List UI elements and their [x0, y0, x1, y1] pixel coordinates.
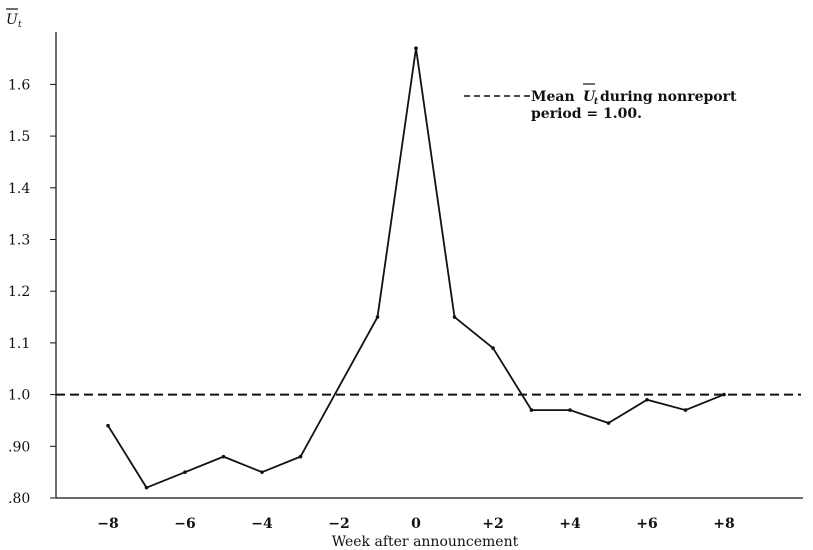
data-point — [452, 315, 457, 319]
x-tick-label: −4 — [251, 516, 273, 532]
x-tick-label: 0 — [411, 516, 421, 532]
y-tick-label: 1.5 — [8, 129, 30, 145]
data-point — [414, 46, 418, 51]
legend-line-1: Mean — [531, 89, 575, 105]
y-tick-label: 1.6 — [8, 77, 30, 93]
y-tick-label: 1.0 — [8, 388, 30, 404]
legend-symbol: U — [583, 89, 596, 105]
data-point — [722, 392, 726, 397]
data-point — [568, 408, 572, 412]
data-point — [221, 454, 226, 459]
data-point — [529, 408, 534, 412]
data-point — [106, 423, 110, 428]
series-line — [107, 48, 725, 489]
data-point — [491, 346, 495, 350]
legend-line-2: period = 1.00. — [531, 106, 642, 122]
data-point — [645, 397, 649, 402]
y-tick-label: .90 — [8, 439, 30, 455]
x-tick-label: +6 — [636, 516, 657, 532]
data-point — [683, 408, 688, 412]
legend-line-1-suffix: during nonreport — [600, 89, 737, 105]
y-tick-label: 1.2 — [8, 284, 30, 300]
y-tick-label: .80 — [8, 491, 30, 507]
x-tick-label: +2 — [482, 516, 503, 532]
legend: Mean U t during nonreport period = 1.00. — [464, 83, 737, 122]
x-axis-ticks: −8 −6 −4 −2 0 +2 +4 +6 +8 — [97, 516, 734, 532]
y-tick-label: 1.3 — [8, 233, 30, 249]
y-tick-label: 1.4 — [8, 181, 30, 197]
data-point — [606, 421, 611, 425]
data-point — [298, 454, 303, 459]
x-tick-label: −2 — [328, 516, 349, 532]
x-axis-title: Week after announcement — [332, 534, 519, 550]
y-axis-title-symbol: U — [6, 12, 19, 28]
x-tick-label: −6 — [174, 516, 195, 532]
data-point — [144, 485, 149, 490]
data-point — [375, 315, 380, 319]
data-point — [260, 470, 264, 474]
x-tick-label: +4 — [559, 516, 581, 532]
y-axis-title: U t — [6, 8, 22, 30]
legend-symbol-subscript: t — [594, 97, 599, 107]
x-tick-label: +8 — [713, 516, 734, 532]
y-axis-title-subscript: t — [18, 20, 22, 30]
y-axis-ticks: .80 .90 1.0 1.1 1.2 1.3 1.4 1.5 1.6 — [8, 77, 56, 507]
series-points — [106, 46, 726, 490]
data-point — [183, 470, 187, 474]
y-tick-label: 1.1 — [8, 336, 30, 352]
x-tick-label: −8 — [97, 516, 118, 532]
